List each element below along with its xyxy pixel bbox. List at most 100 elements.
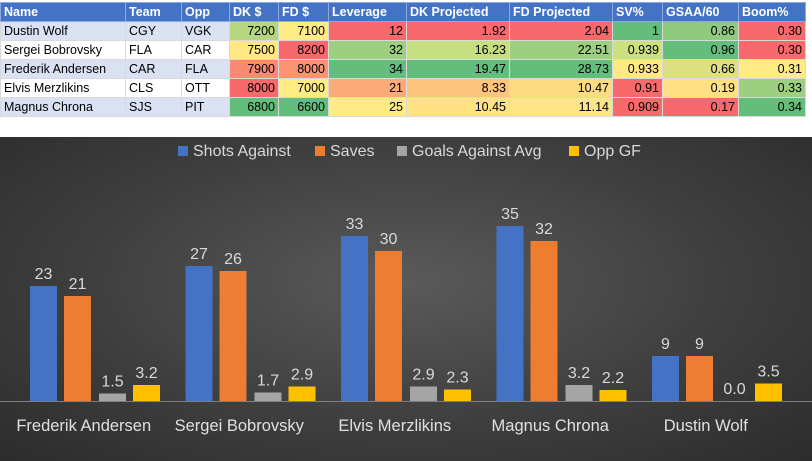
bar-shots-againstbar [341,236,368,401]
bar-opp-gfbar [288,386,316,401]
table-cell[interactable]: 0.30 [738,21,806,41]
table-cell[interactable]: 28.73 [509,59,613,79]
column-header[interactable]: Name [0,2,126,22]
bar-savesbar [530,241,558,401]
table-cell[interactable]: 8000 [229,78,279,98]
spreadsheet: Name Team Opp DK $ FD $ Leverage DK Projected F… [0,0,812,134]
column-header[interactable]: FD Projected [509,2,613,22]
table-cell[interactable]: 7200 [229,21,279,41]
column-header[interactable]: Opp [181,2,230,22]
table-cell[interactable]: 0.19 [662,78,739,98]
data-label: 26 [224,251,242,268]
legend-swatch [315,146,325,156]
table-cell[interactable]: CAR [125,59,182,79]
table-cell[interactable]: Elvis Merzlikins [0,78,126,98]
table-cell[interactable]: 0.91 [612,78,663,98]
category-tick-label: Magnus Chrona [492,417,610,435]
column-header[interactable]: Team [125,2,182,22]
column-header[interactable]: FD $ [278,2,329,22]
table-cell[interactable]: 0.17 [662,97,739,117]
table-cell[interactable]: 0.34 [738,97,806,117]
bar-savesbar [64,296,91,401]
table-cell[interactable]: 10.45 [406,97,510,117]
data-label: 32 [535,221,553,238]
table-cell[interactable]: 0.939 [612,40,663,60]
table-cell[interactable]: 0.66 [662,59,739,79]
bar-savesbar [375,251,402,401]
table-cell[interactable]: 7100 [278,21,329,41]
table-cell[interactable]: 0.96 [662,40,739,60]
data-label: 30 [380,231,398,248]
table-cell[interactable]: Sergei Bobrovsky [0,40,126,60]
bar-goals-against-avgbar [565,385,593,401]
data-label: 9 [661,336,670,353]
data-label: 2.2 [602,370,624,387]
goalie-table: Name Team Opp DK $ FD $ Leverage DK Projected F… [0,2,806,117]
column-header[interactable]: Leverage [328,2,407,22]
table-cell[interactable]: 2.04 [509,21,613,41]
column-header[interactable]: GSAA/60 [662,2,739,22]
bar-savesbar [219,271,247,401]
column-header[interactable]: Boom% [738,2,806,22]
data-label: 2.9 [291,367,313,384]
table-cell[interactable]: 0.933 [612,59,663,79]
table-cell[interactable]: VGK [181,21,230,41]
table-cell[interactable]: 8200 [278,40,329,60]
category-tick-label: Sergei Bobrovsky [175,417,305,435]
table-cell[interactable]: 6600 [278,97,329,117]
bar-shots-againstbar [496,226,524,401]
table-cell[interactable]: 0.30 [738,40,806,60]
legend-swatch [178,146,188,156]
table-row: Dustin Wolf CGY VGK 7200 7100 12 1.92 2.04 1 0.86… [0,21,806,41]
table-cell[interactable]: CLS [125,78,182,98]
data-label: 0.0 [723,381,745,398]
table-cell[interactable]: Magnus Chrona [0,97,126,117]
data-label: 3.2 [135,365,157,382]
table-cell[interactable]: 34 [328,59,407,79]
table-cell[interactable]: 10.47 [509,78,613,98]
data-label: 1.5 [101,374,123,391]
column-header[interactable]: DK Projected [406,2,510,22]
table-cell[interactable]: 7000 [278,78,329,98]
table-cell[interactable]: 32 [328,40,407,60]
data-label: 21 [69,276,87,293]
table-cell[interactable]: 0.86 [662,21,739,41]
table-cell[interactable]: OTT [181,78,230,98]
table-cell[interactable]: 1 [612,21,663,41]
table-cell[interactable]: 25 [328,97,407,117]
table-cell[interactable]: 7900 [229,59,279,79]
table-row: Elvis Merzlikins CLS OTT 8000 7000 21 8.33 10.4… [0,78,806,98]
table-cell[interactable]: 8.33 [406,78,510,98]
data-label: 23 [35,266,53,283]
table-cell[interactable]: 7500 [229,40,279,60]
table-cell[interactable]: 0.33 [738,78,806,98]
legend-label: Saves [330,143,374,160]
header-row: Name Team Opp DK $ FD $ Leverage DK Projected F… [0,2,806,22]
table-cell[interactable]: PIT [181,97,230,117]
table-cell[interactable]: 0.31 [738,59,806,79]
table-cell[interactable]: Dustin Wolf [0,21,126,41]
table-cell[interactable]: 12 [328,21,407,41]
table-cell[interactable]: 8000 [278,59,329,79]
bar-shots-againstbar [652,356,679,401]
bar-goals-against-avgbar [254,392,282,401]
table-cell[interactable]: 16.23 [406,40,510,60]
column-header[interactable]: SV% [612,2,663,22]
table-cell[interactable]: 21 [328,78,407,98]
table-cell[interactable]: 1.92 [406,21,510,41]
column-header[interactable]: DK $ [229,2,279,22]
table-cell[interactable]: SJS [125,97,182,117]
legend-label: Shots Against [193,143,291,160]
table-cell[interactable]: CGY [125,21,182,41]
table-cell[interactable]: 6800 [229,97,279,117]
table-cell[interactable]: 0.909 [612,97,663,117]
table-cell[interactable]: FLA [125,40,182,60]
table-cell[interactable]: 22.51 [509,40,613,60]
table-cell[interactable]: FLA [181,59,230,79]
table-cell[interactable]: CAR [181,40,230,60]
bar-goals-against-avgbar [99,393,126,401]
table-cell[interactable]: Frederik Andersen [0,59,126,79]
legend-label: Opp GF [584,143,641,160]
table-cell[interactable]: 11.14 [509,97,613,117]
table-cell[interactable]: 19.47 [406,59,510,79]
